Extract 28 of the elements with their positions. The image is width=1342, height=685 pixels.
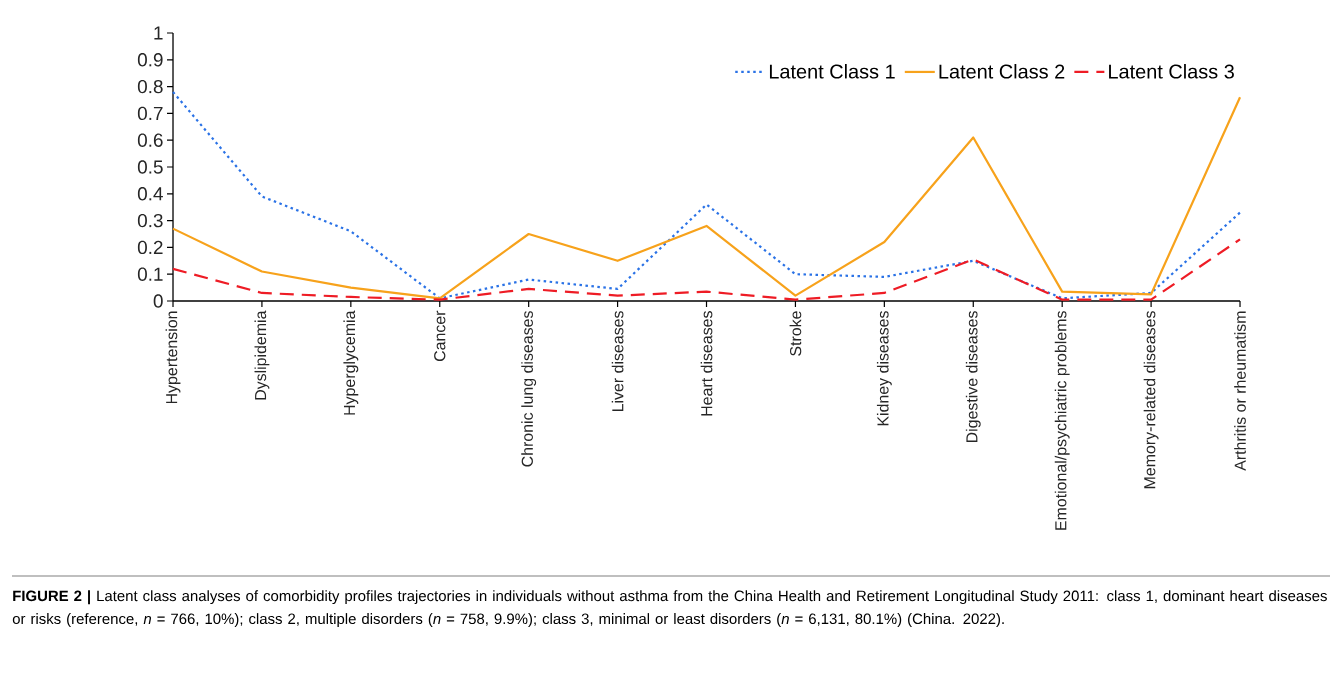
legend-label: Latent Class 1 (769, 63, 895, 79)
x-tick-label: Cancer (434, 310, 446, 362)
x-tick-label: Stroke (789, 311, 802, 356)
y-tick-label: 0.8 (137, 79, 163, 94)
x-tick-label: Arthritis or rheumatism (1234, 311, 1246, 471)
y-tick-label: 0.1 (137, 267, 163, 281)
y-tick-label: 0.4 (137, 187, 163, 201)
y-tick-label: 1 (154, 26, 163, 40)
y-tick-label: 0.5 (137, 160, 163, 174)
x-tick-label: Hyperglycemia (343, 310, 359, 415)
y-tick-label: 0.7 (137, 106, 163, 121)
x-tick-label: Liver diseases (611, 311, 624, 412)
y-tick-label: 0.9 (137, 53, 163, 67)
x-tick-label: Heart diseases (700, 311, 713, 416)
x-tick-label: Dyslipidemia (254, 310, 270, 400)
x-tick-label: Memory-related diseases (1143, 311, 1159, 489)
y-tick-label: 0.6 (137, 133, 163, 147)
x-tick-label: Emotional/psychiatric problems (1054, 311, 1070, 530)
legend-label: Latent Class 3 (1109, 63, 1234, 79)
x-tick-label: Kidney diseases (876, 311, 892, 426)
x-tick-label: Digestive diseases (965, 311, 981, 443)
y-tick-label: 0 (153, 294, 163, 308)
x-tick-label: Chronic lung diseases (521, 311, 537, 467)
text: FIGURE 2 | Latent class analyses of comorbidity profiles trajectories in individuals without asthma from the China Health and Retirement Longitudinal Study 2011: class 1, dominant heart diseases or risks (reference, n = 766, 10%); class 2, multiple disorders (n = 758, 9.9%); class 3, minimal or least disorders (n = 6,131, 80.1%) (China. 2022). (12, 590, 1327, 628)
x-tick-label: Hypertension (165, 311, 181, 404)
y-tick-label: 0.2 (137, 240, 163, 255)
y-tick-label: 0.3 (137, 213, 163, 228)
legend-label: Latent Class 2 (939, 63, 1065, 79)
